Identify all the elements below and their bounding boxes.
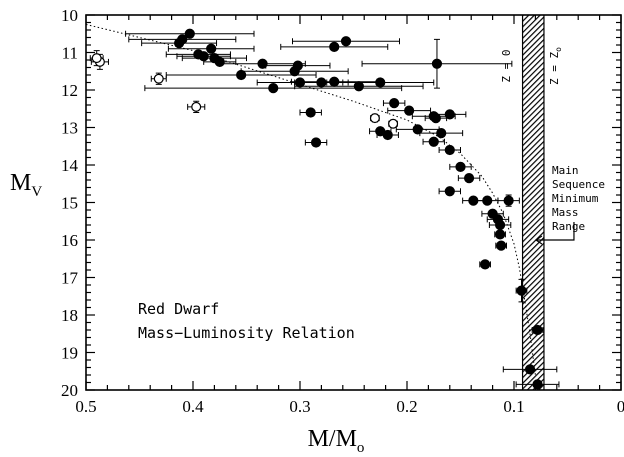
range-arrow [534,222,575,245]
y-tick-label-10: 20 [61,381,78,400]
x-axis-label: M/Mo [308,426,365,456]
minimum-mass-band [521,15,545,390]
filled-point-14 [316,77,327,88]
filled-point-47 [532,324,543,336]
x-tick-label-2: 0.3 [289,397,310,416]
y-tick-label-5: 15 [61,194,78,213]
relation-curve [85,23,536,376]
filled-point-24 [404,105,415,116]
y-tick-label-9: 19 [61,344,78,363]
annotation-line-2: Mass−Luminosity Relation [138,324,355,342]
range-note-line-1: Main [552,164,579,177]
filled-point-46 [516,285,527,296]
filled-point-34 [455,161,466,172]
x-tick-label-5: 0 [617,397,624,416]
x-tick-label-0: 0.5 [75,397,96,416]
x-axis-label-sub: o [357,440,365,456]
band-label-zsun: Z = Zo [548,47,563,85]
annotation-line-1: Red Dwarf [138,300,219,318]
filled-point-10 [289,66,300,77]
x-tick-labels: 0.5 0.4 0.3 0.2 0.1 0 [75,397,624,416]
filled-point-17 [340,36,352,47]
filled-point-19 [375,77,386,88]
x-axis-label-main: M/M [308,426,357,452]
filled-point-33 [444,144,455,156]
filled-point-11 [236,69,247,81]
y-tick-label-7: 17 [61,269,79,288]
y-tick-label-6: 16 [61,231,78,250]
axis-ticks [85,14,622,391]
filled-point-32 [436,128,447,139]
filled-point-43 [494,229,506,240]
filled-point-16 [329,41,340,52]
filled-point-45 [480,259,491,270]
filled-point-8 [257,58,268,69]
filled-point-2 [173,38,185,49]
band-fill [522,15,544,390]
y-tick-label-2: 12 [61,81,78,100]
open-point-5 [388,118,399,129]
filled-point-7 [214,56,225,67]
y-axis-label-sub: V [31,184,42,200]
filled-point-29 [382,129,393,141]
filled-point-21 [305,107,316,118]
filled-point-0 [184,28,195,39]
filled-point-44 [496,240,507,251]
y-tick-label-1: 11 [62,44,78,63]
open-point-1 [91,53,102,64]
filled-point-38 [482,195,493,206]
y-tick-label-0: 10 [61,6,78,25]
open-point-3 [191,101,202,112]
filled-point-12 [268,83,279,94]
filled-point-37 [468,195,479,206]
filled-point-48 [524,364,536,375]
y-tick-labels: 10 11 12 13 14 15 16 17 18 19 20 [61,6,79,400]
y-axis-label-main: M [10,170,31,196]
filled-point-30 [412,124,423,135]
y-axis-label: MV [10,170,42,200]
filled-point-49 [532,379,543,390]
range-note-line-5: Range [552,220,585,233]
filled-point-31 [428,136,439,147]
range-note: Main Sequence Minimum Mass Range [534,164,605,245]
filled-point-18 [353,81,364,92]
filled-point-15 [329,76,340,87]
filled-point-13 [294,77,306,88]
y-tick-label-8: 18 [61,306,78,325]
open-point-4 [369,113,380,124]
filled-point-5 [206,43,217,54]
range-note-line-3: Minimum [552,192,599,205]
x-tick-label-4: 0.1 [503,397,524,416]
x-tick-label-3: 0.2 [396,397,417,416]
range-note-line-2: Sequence [552,178,605,191]
filled-point-23 [389,98,400,109]
filled-point-35 [463,173,475,184]
filled-point-22 [310,137,322,148]
filled-point-36 [444,186,455,197]
open-point-2 [153,73,164,84]
data-points [91,28,543,390]
filled-point-27 [444,109,455,120]
band-label-z0: Z = 0 [500,49,513,82]
filled-point-39 [503,195,514,206]
range-note-line-4: Mass [552,206,579,219]
x-tick-label-1: 0.4 [182,397,204,416]
y-tick-label-3: 13 [61,119,78,138]
filled-point-42 [494,219,506,231]
filled-point-20 [431,58,443,69]
filled-point-4 [198,51,209,62]
band-label-zsun-sub: o [554,47,563,52]
band-label-zsun-main: Z = Z [548,51,561,84]
filled-point-26 [430,113,441,124]
y-tick-label-4: 14 [61,156,79,175]
